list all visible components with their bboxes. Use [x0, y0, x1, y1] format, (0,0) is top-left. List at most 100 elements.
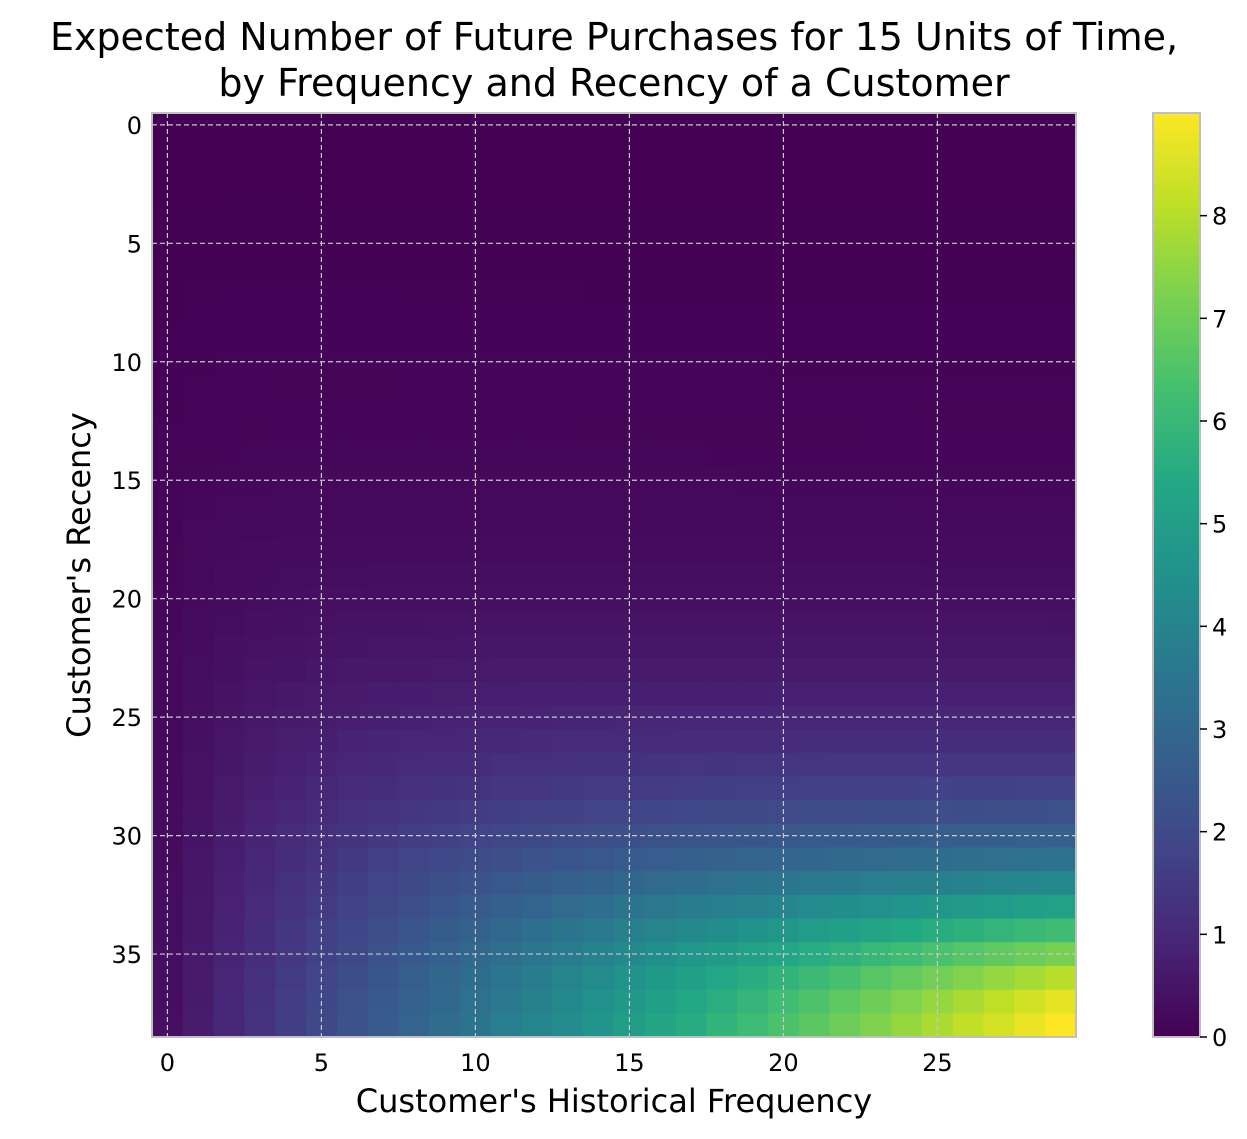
- heatmap-cell: [244, 776, 276, 801]
- heatmap-cell: [829, 539, 861, 564]
- heatmap-cell: [429, 207, 461, 233]
- heatmap-cell: [922, 563, 954, 588]
- heatmap-cell: [367, 515, 399, 541]
- heatmap-cell: [983, 515, 1015, 541]
- heatmap-cell: [275, 918, 307, 943]
- heatmap-cell: [521, 515, 553, 541]
- heatmap-cell: [521, 563, 553, 588]
- heatmap-cell: [737, 657, 769, 683]
- heatmap-cell: [275, 894, 307, 920]
- heatmap-cell: [644, 255, 677, 280]
- heatmap-cell: [429, 184, 461, 209]
- heatmap-cell: [336, 752, 369, 777]
- heatmap-cell: [398, 278, 430, 304]
- heatmap-cell: [983, 373, 1015, 398]
- heatmap-cell: [521, 918, 553, 943]
- heatmap-cell: [644, 397, 677, 422]
- x-tick-label: 15: [614, 1049, 645, 1077]
- heatmap-cell: [644, 776, 677, 801]
- heatmap-cell: [336, 776, 369, 801]
- heatmap-cell: [367, 136, 399, 161]
- heatmap-cell: [336, 894, 369, 920]
- heatmap-cell: [367, 326, 399, 351]
- heatmap-cell: [829, 184, 861, 209]
- heatmap-cell: [829, 492, 861, 517]
- heatmap-cell: [213, 539, 245, 564]
- heatmap-cell: [706, 681, 738, 706]
- heatmap-cell: [244, 136, 276, 161]
- heatmap-cell: [644, 752, 677, 777]
- heatmap-cell: [367, 563, 399, 588]
- heatmap-cell: [244, 989, 276, 1014]
- heatmap-cell: [983, 539, 1015, 564]
- heatmap-cell: [552, 634, 584, 659]
- heatmap-cell: [398, 160, 430, 185]
- heatmap-cell: [336, 610, 369, 635]
- heatmap-cell: [398, 634, 430, 659]
- heatmap-cell: [367, 373, 399, 398]
- heatmap-cell: [152, 634, 184, 659]
- heatmap-cell: [275, 965, 307, 991]
- heatmap-cell: [952, 871, 985, 896]
- heatmap-cell: [552, 207, 584, 233]
- heatmap-cell: [244, 965, 276, 991]
- heatmap-cell: [891, 492, 923, 517]
- heatmap-cell: [1045, 515, 1077, 541]
- heatmap-cell: [860, 918, 892, 943]
- heatmap-cell: [644, 278, 677, 304]
- heatmap-cell: [490, 752, 523, 777]
- heatmap-cell: [644, 847, 677, 872]
- heatmap-cell: [490, 373, 523, 398]
- heatmap-cell: [521, 278, 553, 304]
- heatmap-cell: [521, 729, 553, 754]
- heatmap-cell: [490, 894, 523, 920]
- heatmap-cell: [860, 1013, 892, 1038]
- y-tick-label: 0: [127, 112, 142, 140]
- y-tick-label: 35: [111, 941, 142, 969]
- heatmap-cell: [429, 563, 461, 588]
- heatmap-cell: [152, 563, 184, 588]
- heatmap-cell: [768, 515, 800, 541]
- heatmap-cell: [429, 752, 461, 777]
- heatmap-cell: [983, 278, 1015, 304]
- heatmap-cell: [182, 871, 215, 896]
- heatmap-cell: [891, 634, 923, 659]
- heatmap-cell: [336, 847, 369, 872]
- heatmap-cell: [213, 278, 245, 304]
- heatmap-cell: [367, 634, 399, 659]
- heatmap-cell: [798, 894, 831, 920]
- heatmap-cell: [398, 421, 430, 446]
- heatmap-cell: [521, 184, 553, 209]
- heatmap-cell: [644, 800, 677, 825]
- heatmap-cell: [398, 255, 430, 280]
- heatmap-cell: [213, 397, 245, 422]
- heatmap-cell: [952, 729, 985, 754]
- chart-title-line-2: by Frequency and Recency of a Customer: [218, 61, 1010, 105]
- heatmap-cell: [829, 610, 861, 635]
- heatmap-cell: [860, 729, 892, 754]
- heatmap-cell: [552, 871, 584, 896]
- heatmap-cell: [336, 421, 369, 446]
- colorbar-tick-label: 6: [1212, 408, 1227, 436]
- heatmap-cell: [644, 989, 677, 1014]
- heatmap-cell: [706, 515, 738, 541]
- heatmap-cell: [829, 1013, 861, 1038]
- heatmap-cell: [829, 752, 861, 777]
- heatmap-cell: [768, 539, 800, 564]
- heatmap-cell: [367, 800, 399, 825]
- colorbar-tick-label: 4: [1212, 613, 1227, 641]
- heatmap-cell: [737, 847, 769, 872]
- heatmap-cell: [798, 847, 831, 872]
- heatmap-cell: [367, 207, 399, 233]
- heatmap-cell: [1045, 634, 1077, 659]
- heatmap-cell: [306, 563, 338, 588]
- heatmap-cell: [798, 255, 831, 280]
- heatmap-cell: [583, 444, 615, 469]
- heatmap-cell: [1045, 326, 1077, 351]
- heatmap-cell: [737, 207, 769, 233]
- y-tick-label: 20: [111, 586, 142, 614]
- heatmap-cell: [798, 776, 831, 801]
- heatmap-cell: [860, 989, 892, 1014]
- heatmap-cell: [490, 800, 523, 825]
- heatmap-cell: [583, 563, 615, 588]
